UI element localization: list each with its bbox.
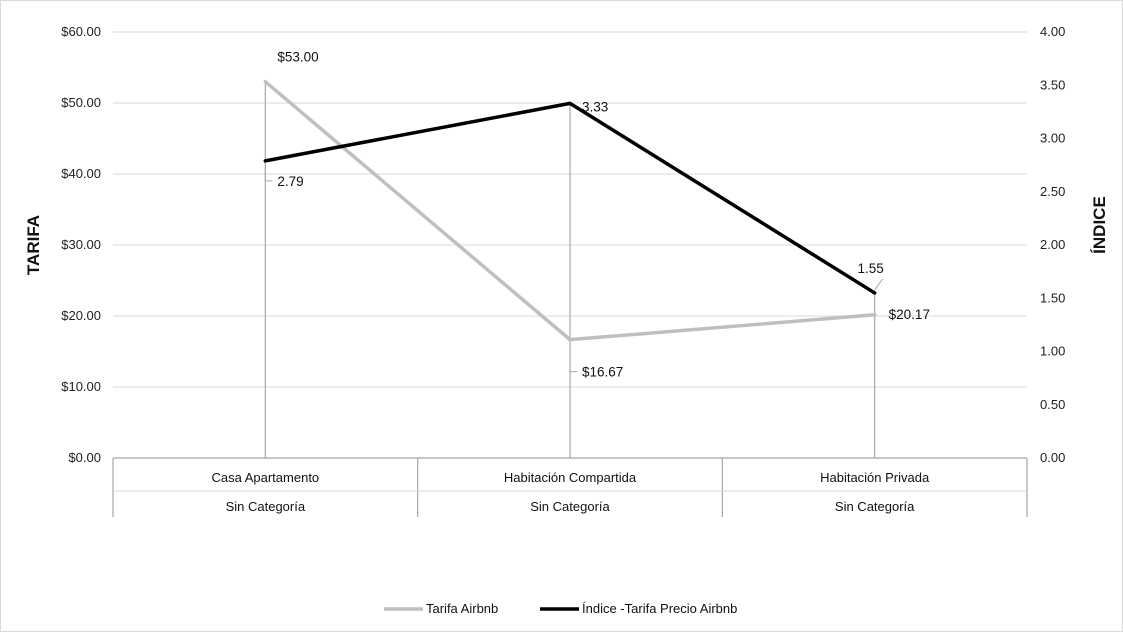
x-category-sublabel: Sin Categoría [530,499,610,514]
y-left-tick-label: $20.00 [61,308,101,323]
y-right-tick-label: 2.00 [1040,237,1065,252]
x-category-label: Habitación Compartida [504,470,637,485]
data-label: 2.79 [277,174,303,189]
y-left-tick-label: $40.00 [61,166,101,181]
y-right-tick-label: 3.50 [1040,77,1065,92]
x-category-label: Casa Apartamento [211,470,319,485]
leader-line [264,167,273,182]
data-label: 3.33 [582,99,608,114]
x-category-sublabel: Sin Categoría [835,499,915,514]
y-right-tick-label: 4.00 [1040,24,1065,39]
x-category-sublabel: Sin Categoría [226,499,306,514]
series-line-tarifa [263,79,877,342]
gridlines [113,31,1027,458]
y-right-tick-label: 2.50 [1040,184,1065,199]
x-category-label: Habitación Privada [820,470,930,485]
y-right-axis-title: ÍNDICE [1090,196,1109,254]
axes: $0.00 $10.00 $20.00 $30.00 $40.00 $50.00 $60.0… [24,24,1109,517]
series-lines [263,79,877,342]
y-left-tick-label: $60.00 [61,24,101,39]
data-label: $16.67 [582,365,623,380]
y-left-tick-label: $10.00 [61,379,101,394]
legend: Tarifa Airbnb Índice -Tarifa Precio Airbn… [384,601,737,616]
y-left-tick-label: $0.00 [68,450,101,465]
y-right-tick-label: 3.00 [1040,131,1065,146]
legend-label: Tarifa Airbnb [426,601,498,616]
data-label: $20.17 [889,307,930,322]
leader-lines [264,167,884,373]
legend-item-indice: Índice -Tarifa Precio Airbnb [540,601,737,616]
y-right-tick-label: 1.00 [1040,344,1065,359]
y-left-tick-label: $30.00 [61,237,101,252]
y-right-tick-label: 0.50 [1040,397,1065,412]
y-right-tick-label: 1.50 [1040,290,1065,305]
y-left-tick-label: $50.00 [61,95,101,110]
y-right-tick-label: 0.00 [1040,450,1065,465]
leader-line [569,346,577,373]
data-label: 1.55 [858,261,884,276]
legend-label: Índice -Tarifa Precio Airbnb [582,601,737,616]
data-label: $53.00 [277,50,318,65]
legend-item-tarifa: Tarifa Airbnb [384,601,498,616]
leader-line [874,278,884,291]
data-labels: $53.00 $16.67 $20.17 2.79 3.33 1.55 [277,50,930,380]
y-left-axis-title: TARIFA [24,215,43,275]
series-line-indice [263,101,877,295]
